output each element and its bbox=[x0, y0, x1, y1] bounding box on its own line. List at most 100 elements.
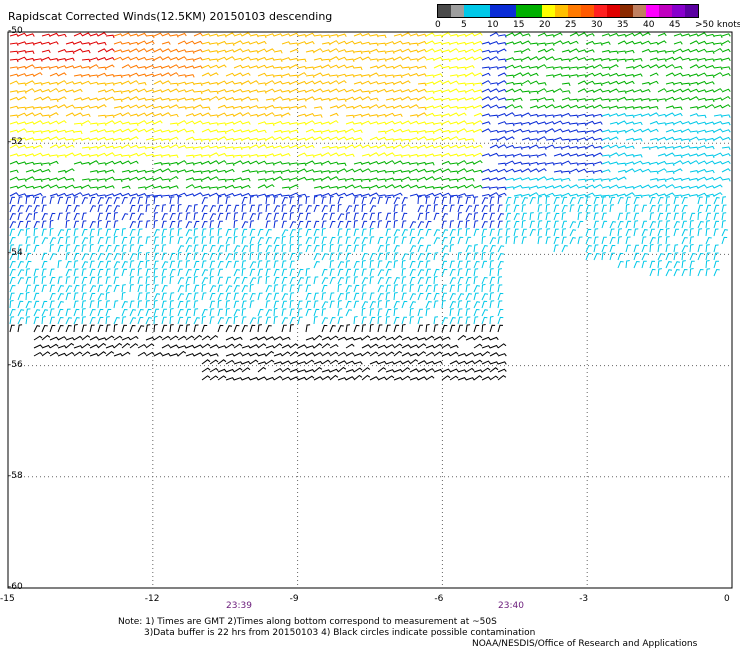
wind-barb bbox=[265, 228, 272, 237]
wind-barb bbox=[273, 260, 279, 269]
wind-barb bbox=[113, 342, 123, 349]
wind-barb bbox=[617, 220, 624, 229]
wind-barb bbox=[473, 301, 481, 309]
wind-barb bbox=[121, 144, 131, 149]
wind-barb bbox=[609, 193, 619, 198]
wind-barb bbox=[217, 112, 227, 117]
wind-barb bbox=[169, 72, 179, 77]
wind-barb bbox=[633, 121, 643, 126]
wind-barb bbox=[465, 145, 475, 149]
wind-barb bbox=[425, 351, 435, 357]
wind-barb bbox=[649, 268, 656, 277]
wind-barb bbox=[441, 49, 451, 53]
wind-barb bbox=[649, 98, 659, 103]
wind-barb bbox=[649, 145, 659, 150]
wind-barb bbox=[665, 261, 672, 269]
wind-barb bbox=[177, 160, 187, 165]
wind-barb bbox=[297, 72, 307, 77]
wind-barb bbox=[89, 81, 99, 86]
wind-barb bbox=[121, 308, 128, 317]
wind-barb bbox=[193, 170, 203, 175]
wind-barb bbox=[689, 130, 699, 134]
wind-barb bbox=[417, 65, 427, 70]
wind-barb bbox=[481, 316, 488, 325]
wind-barb bbox=[609, 196, 616, 205]
wind-barb bbox=[209, 95, 219, 101]
wind-barb bbox=[369, 97, 379, 102]
legend-label: 10 bbox=[487, 20, 499, 30]
wind-barb bbox=[473, 89, 483, 93]
wind-barb bbox=[689, 194, 699, 198]
wind-barb bbox=[25, 169, 35, 173]
wind-barb bbox=[401, 220, 407, 229]
wind-barb bbox=[17, 229, 24, 237]
wind-barb bbox=[361, 144, 371, 149]
wind-barb bbox=[113, 253, 120, 261]
wind-barb bbox=[289, 324, 294, 333]
wind-barb bbox=[161, 56, 171, 61]
wind-barb bbox=[313, 334, 323, 341]
wind-barb bbox=[385, 324, 391, 333]
wind-barb bbox=[281, 65, 291, 70]
wind-barb bbox=[689, 268, 694, 277]
wind-barb bbox=[713, 88, 723, 93]
wind-barb bbox=[89, 221, 96, 229]
wind-barb bbox=[649, 41, 659, 46]
wind-barb bbox=[161, 335, 171, 341]
wind-barb bbox=[489, 114, 499, 119]
wind-barb bbox=[201, 186, 211, 190]
wind-barb bbox=[441, 136, 451, 141]
wind-barb bbox=[385, 120, 395, 125]
wind-barb bbox=[41, 129, 51, 134]
wind-barb bbox=[17, 90, 27, 94]
wind-barb bbox=[217, 284, 223, 293]
legend-label: 35 bbox=[617, 20, 629, 30]
wind-barb bbox=[705, 33, 715, 38]
wind-barb bbox=[313, 228, 320, 237]
wind-barb bbox=[377, 121, 387, 126]
wind-barb bbox=[649, 237, 656, 245]
wind-barb bbox=[417, 144, 427, 149]
wind-barb bbox=[73, 335, 83, 341]
wind-barb bbox=[281, 317, 288, 325]
wind-barb bbox=[289, 205, 296, 213]
wind-barb bbox=[385, 112, 395, 117]
wind-barb bbox=[257, 48, 267, 53]
wind-barb bbox=[185, 229, 193, 237]
wind-barb bbox=[401, 344, 411, 349]
wind-barb bbox=[49, 276, 56, 285]
map-frame bbox=[7, 31, 733, 589]
wind-barb bbox=[425, 40, 435, 45]
wind-barb bbox=[169, 129, 179, 133]
wind-barb bbox=[409, 178, 419, 182]
wind-barb bbox=[441, 152, 451, 157]
wind-barb bbox=[241, 184, 251, 189]
wind-barb bbox=[161, 316, 167, 325]
wind-barb bbox=[145, 48, 155, 53]
wind-barb bbox=[385, 184, 395, 189]
wind-barb bbox=[665, 56, 675, 61]
wind-barb bbox=[449, 351, 459, 357]
wind-barb bbox=[41, 96, 51, 101]
wind-barb bbox=[465, 268, 471, 277]
legend-color-bar bbox=[437, 4, 699, 18]
wind-barb bbox=[385, 375, 395, 381]
wind-barb bbox=[601, 204, 607, 213]
wind-barb bbox=[313, 253, 320, 261]
wind-barb bbox=[249, 336, 259, 341]
wind-barb bbox=[241, 196, 248, 205]
wind-barb bbox=[689, 260, 695, 269]
wind-barb bbox=[65, 236, 71, 245]
wind-barb bbox=[233, 292, 239, 301]
wind-barb bbox=[273, 129, 283, 134]
wind-barb bbox=[193, 344, 203, 349]
wind-barb bbox=[105, 160, 115, 165]
wind-barb bbox=[281, 178, 291, 182]
wind-barb bbox=[65, 178, 75, 182]
wind-barb bbox=[641, 253, 648, 261]
wind-barb bbox=[273, 244, 280, 253]
wind-barb bbox=[265, 33, 275, 37]
wind-barb bbox=[241, 212, 247, 221]
wind-barb bbox=[649, 120, 659, 125]
wind-barb bbox=[233, 72, 243, 77]
